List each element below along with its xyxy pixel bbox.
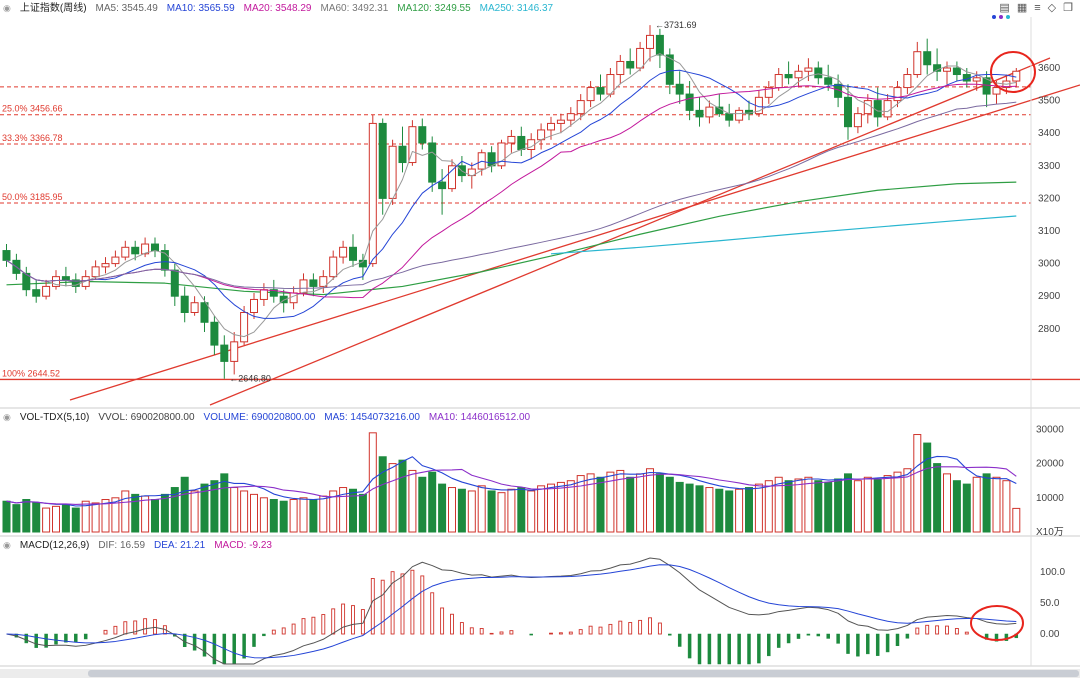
svg-text:3500: 3500 bbox=[1038, 96, 1061, 107]
svg-text:33.3% 3366.78: 33.3% 3366.78 bbox=[2, 133, 63, 143]
svg-text:←2646.80: ←2646.80 bbox=[229, 374, 271, 384]
macd-readout: DIF: 16.59 DEA: 21.21 MACD: -9.23 bbox=[98, 538, 272, 553]
macd-pane-header: ◉ MACD(12,26,9) DIF: 16.59 DEA: 21.21 MACD… bbox=[0, 538, 272, 553]
indicator-ma60: MA60: 3492.31 bbox=[320, 3, 389, 14]
horizontal-scrollbar[interactable] bbox=[0, 669, 1080, 678]
indicator-dea: DEA: 21.21 bbox=[154, 540, 206, 551]
svg-text:30000: 30000 bbox=[1036, 424, 1064, 435]
legend-dots bbox=[992, 15, 1010, 19]
svg-text:3400: 3400 bbox=[1038, 128, 1061, 139]
price-pane bbox=[2, 25, 1021, 379]
indicator-ma20: MA20: 3548.29 bbox=[243, 3, 312, 14]
indicator-ma250: MA250: 3146.37 bbox=[479, 3, 554, 14]
indicator-icon: ◉ bbox=[3, 540, 11, 550]
svg-text:50.0% 3185.95: 50.0% 3185.95 bbox=[2, 192, 63, 202]
svg-text:←3731.69: ←3731.69 bbox=[655, 20, 697, 30]
svg-text:100.0: 100.0 bbox=[1040, 567, 1065, 578]
indicator-ma10: MA10: 1446016512.00 bbox=[428, 412, 531, 423]
axis-labels: 3600 3500 3400 3300 3200 3100 3000 2900 2800 3000… bbox=[1036, 63, 1065, 640]
volume-indicator-title: VOL-TDX(5,10) bbox=[19, 412, 90, 423]
svg-text:3100: 3100 bbox=[1038, 226, 1061, 237]
legend-dot bbox=[1006, 15, 1010, 19]
indicator-icon: ◉ bbox=[3, 3, 11, 13]
svg-text:100% 2644.52: 100% 2644.52 bbox=[2, 368, 60, 378]
indicator-ma5: MA5: 1454073216.00 bbox=[324, 412, 420, 423]
svg-text:50.0: 50.0 bbox=[1040, 598, 1060, 609]
scrollbar-thumb[interactable] bbox=[88, 670, 1079, 677]
macd-pane bbox=[6, 557, 1019, 665]
grid-and-levels: 25.0% 3456.66 33.3% 3366.78 50.0% 3185.95 1… bbox=[0, 17, 1080, 667]
svg-text:0.00: 0.00 bbox=[1040, 629, 1060, 640]
svg-text:2900: 2900 bbox=[1038, 291, 1061, 302]
svg-text:X10万: X10万 bbox=[1036, 527, 1064, 538]
diamond-icon[interactable]: ◇ bbox=[1047, 2, 1057, 14]
volume-readout: VVOL: 690020800.00 VOLUME: 690020800.00 MA… bbox=[98, 410, 530, 425]
indicator-ma120: MA120: 3249.55 bbox=[397, 3, 471, 14]
legend-dot bbox=[992, 15, 996, 19]
svg-text:3000: 3000 bbox=[1038, 259, 1061, 270]
indicator-vvol: VVOL: 690020800.00 bbox=[98, 412, 195, 423]
volume-pane-header: ◉ VOL-TDX(5,10) VVOL: 690020800.00 VOLUME… bbox=[0, 410, 530, 425]
svg-text:10000: 10000 bbox=[1036, 493, 1064, 504]
legend-dot bbox=[999, 15, 1003, 19]
window-icon[interactable]: ❐ bbox=[1063, 2, 1073, 14]
instrument-title: 上证指数(周线) bbox=[19, 3, 87, 14]
header-toolbar: ▤ ▦ ≡ ◇ ❐ bbox=[999, 1, 1079, 16]
macd-indicator-title: MACD(12,26,9) bbox=[19, 540, 90, 551]
menu-icon[interactable]: ≡ bbox=[1034, 2, 1041, 14]
indicator-ma10: MA10: 3565.59 bbox=[166, 3, 235, 14]
indicator-icon: ◉ bbox=[3, 412, 11, 422]
list-layout-icon[interactable]: ▤ bbox=[999, 2, 1010, 14]
svg-text:20000: 20000 bbox=[1036, 459, 1064, 470]
indicator-ma5: MA5: 3545.49 bbox=[95, 3, 158, 14]
indicator-dif: DIF: 16.59 bbox=[98, 540, 146, 551]
indicator-volume: VOLUME: 690020800.00 bbox=[203, 412, 316, 423]
svg-text:3200: 3200 bbox=[1038, 193, 1061, 204]
volume-pane bbox=[2, 432, 1021, 533]
annotations: ←3731.69 ←2646.80 bbox=[229, 20, 1036, 641]
price-ma-readout: MA5: 3545.49 MA10: 3565.59 MA20: 3548.29 MA… bbox=[96, 1, 554, 16]
svg-text:3600: 3600 bbox=[1038, 63, 1061, 74]
grid-layout-icon[interactable]: ▦ bbox=[1016, 2, 1028, 14]
svg-text:2800: 2800 bbox=[1038, 324, 1061, 335]
price-pane-header: ◉ 上证指数(周线) MA5: 3545.49 MA10: 3565.59 MA20… bbox=[0, 1, 1079, 16]
svg-text:25.0% 3456.66: 25.0% 3456.66 bbox=[2, 104, 63, 114]
svg-text:3300: 3300 bbox=[1038, 161, 1061, 172]
indicator-macd: MACD: -9.23 bbox=[214, 540, 272, 551]
